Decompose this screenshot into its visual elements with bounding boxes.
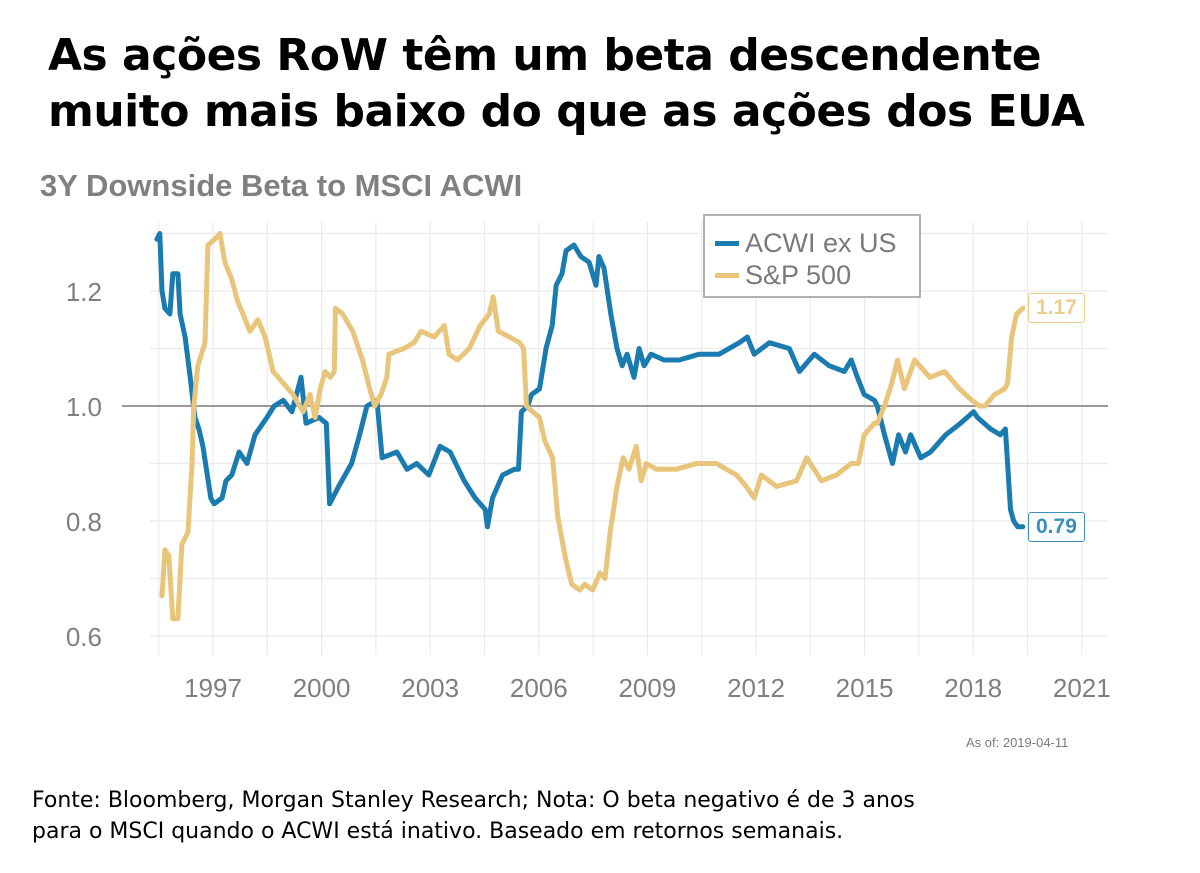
x-tick-label: 1997 <box>184 673 242 703</box>
headline-line-1: As ações RoW têm um beta descendente <box>48 30 1042 81</box>
legend-label-sp500: S&P 500 <box>745 260 852 290</box>
x-tick-label: 2000 <box>293 673 351 703</box>
end-label-sp500: 1.17 <box>1028 293 1085 324</box>
series-lines <box>154 231 1026 622</box>
legend-swatch-acwi-ex-us <box>715 241 739 246</box>
legend-item-sp500: S&P 500 <box>715 260 851 291</box>
headline: As ações RoW têm um beta descendente mui… <box>48 28 1188 140</box>
x-tick-label: 2006 <box>510 673 568 703</box>
legend-swatch-sp500 <box>715 273 739 278</box>
footnote: Fonte: Bloomberg, Morgan Stanley Researc… <box>32 785 1192 847</box>
series-line-acwi-ex-us <box>154 231 1026 530</box>
y-tick-label: 1.0 <box>66 392 102 422</box>
chart-title: 3Y Downside Beta to MSCI ACWI <box>40 168 523 203</box>
y-tick-label: 0.8 <box>66 507 102 537</box>
y-tick-label: 1.2 <box>66 277 102 307</box>
footnote-line-1: Fonte: Bloomberg, Morgan Stanley Researc… <box>32 788 915 813</box>
grid-lines <box>150 222 1108 655</box>
y-axis-tick-labels: 0.6 0.8 1.0 1.2 <box>66 277 102 652</box>
footnote-line-2: para o MSCI quando o ACWI está inativo. … <box>32 819 844 844</box>
x-tick-label: 2003 <box>401 673 459 703</box>
series-line-sp500 <box>159 231 1026 622</box>
legend-label-acwi-ex-us: ACWI ex US <box>745 228 897 258</box>
x-tick-label: 2015 <box>836 673 894 703</box>
headline-line-2: muito mais baixo do que as ações dos EUA <box>48 86 1085 137</box>
x-axis-tick-labels: 1997 2000 2003 2006 2009 2012 2015 2018 2021 <box>184 673 1111 703</box>
x-tick-label: 2018 <box>944 673 1002 703</box>
as-of-date: As of: 2019-04-11 <box>966 735 1069 750</box>
legend: ACWI ex US S&P 500 <box>703 214 921 298</box>
end-label-acwi-ex-us: 0.79 <box>1028 511 1085 542</box>
y-tick-label: 0.6 <box>66 622 102 652</box>
x-tick-label: 2009 <box>618 673 676 703</box>
x-tick-label: 2012 <box>727 673 785 703</box>
legend-item-acwi-ex-us: ACWI ex US <box>715 228 897 259</box>
x-tick-label: 2021 <box>1053 673 1111 703</box>
